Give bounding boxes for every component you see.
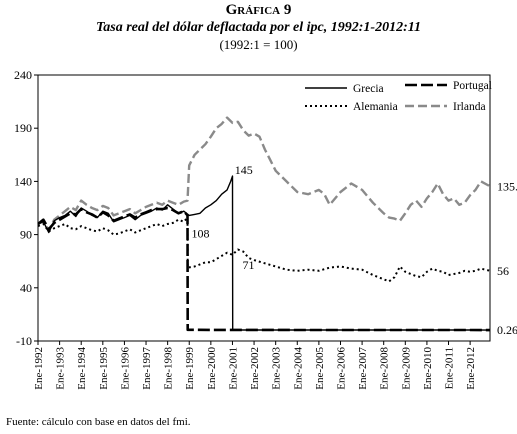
data-label: 145 [235,163,253,177]
legend-label-portugal: Portugal [453,80,492,92]
data-label: 135.4 [497,179,517,193]
x-tick-label: Ene-1994 [76,347,88,390]
data-label: 56 [497,264,509,278]
legend-label-grecia: Grecia [353,83,384,95]
x-tick-label: Ene-2010 [422,347,434,390]
source-note: Fuente: cálculo con base en datos del fm… [6,416,191,428]
x-tick-label: Ene-1993 [55,347,67,390]
x-tick-label: Ene-2001 [227,347,239,390]
y-tick-label: 190 [14,121,32,135]
x-tick-label: Ene-1998 [163,347,175,390]
x-tick-label: Ene-1995 [98,347,110,390]
y-tick-label: 140 [14,174,32,188]
series-layer [37,116,491,332]
x-tick-label: Ene-1999 [184,347,196,390]
x-tick-label: Ene-2009 [400,347,412,390]
series-line-portugal [37,206,491,332]
x-tick-label: Ene-2000 [206,347,218,390]
plot-frame [37,74,491,342]
x-tick-label: Ene-1997 [141,347,153,390]
y-tick-label: 240 [14,68,32,82]
x-tick-label: Ene-2012 [465,347,477,390]
x-tick-label: Ene-2011 [444,347,456,389]
x-tick-label: Ene-2002 [249,347,261,390]
x-tick-label: Ene-2003 [271,347,283,390]
series-line-alemania [37,216,491,283]
chart-title: Tasa real del dólar deflactada por el ip… [96,20,421,35]
series-line-grecia [37,175,491,331]
data-labels: 145 108 71 135.4 56 0.26 [192,163,517,337]
axes: -10 40 90 140 190 240 Ene-1992 Ene-1993 Ene-1994… [14,68,491,390]
x-tick-label: Ene-2004 [292,347,304,390]
legend: Grecia Portugal Alemania Irlanda [305,80,492,113]
x-tick-label: Ene-1996 [119,347,131,390]
y-tick-label: 90 [20,228,32,242]
x-tick-label: Ene-1992 [33,347,45,390]
x-tick-label: Ene-2008 [379,347,391,390]
data-label: 0.26 [497,323,517,337]
legend-label-irlanda: Irlanda [453,101,486,113]
y-tick-label: 40 [20,281,32,295]
data-label: 108 [192,226,210,240]
series-line-irlanda [37,116,491,232]
y-tick-label: -10 [16,334,32,348]
figure-label: Gráfica 9 [225,2,292,18]
legend-label-alemania: Alemania [353,101,398,113]
x-tick-label: Ene-2007 [357,347,369,390]
x-tick-label: Ene-2006 [335,347,347,390]
x-tick-label: Ene-2005 [314,347,326,390]
chart-subtitle: (1992:1 = 100) [219,37,298,52]
data-label: 71 [242,258,254,272]
